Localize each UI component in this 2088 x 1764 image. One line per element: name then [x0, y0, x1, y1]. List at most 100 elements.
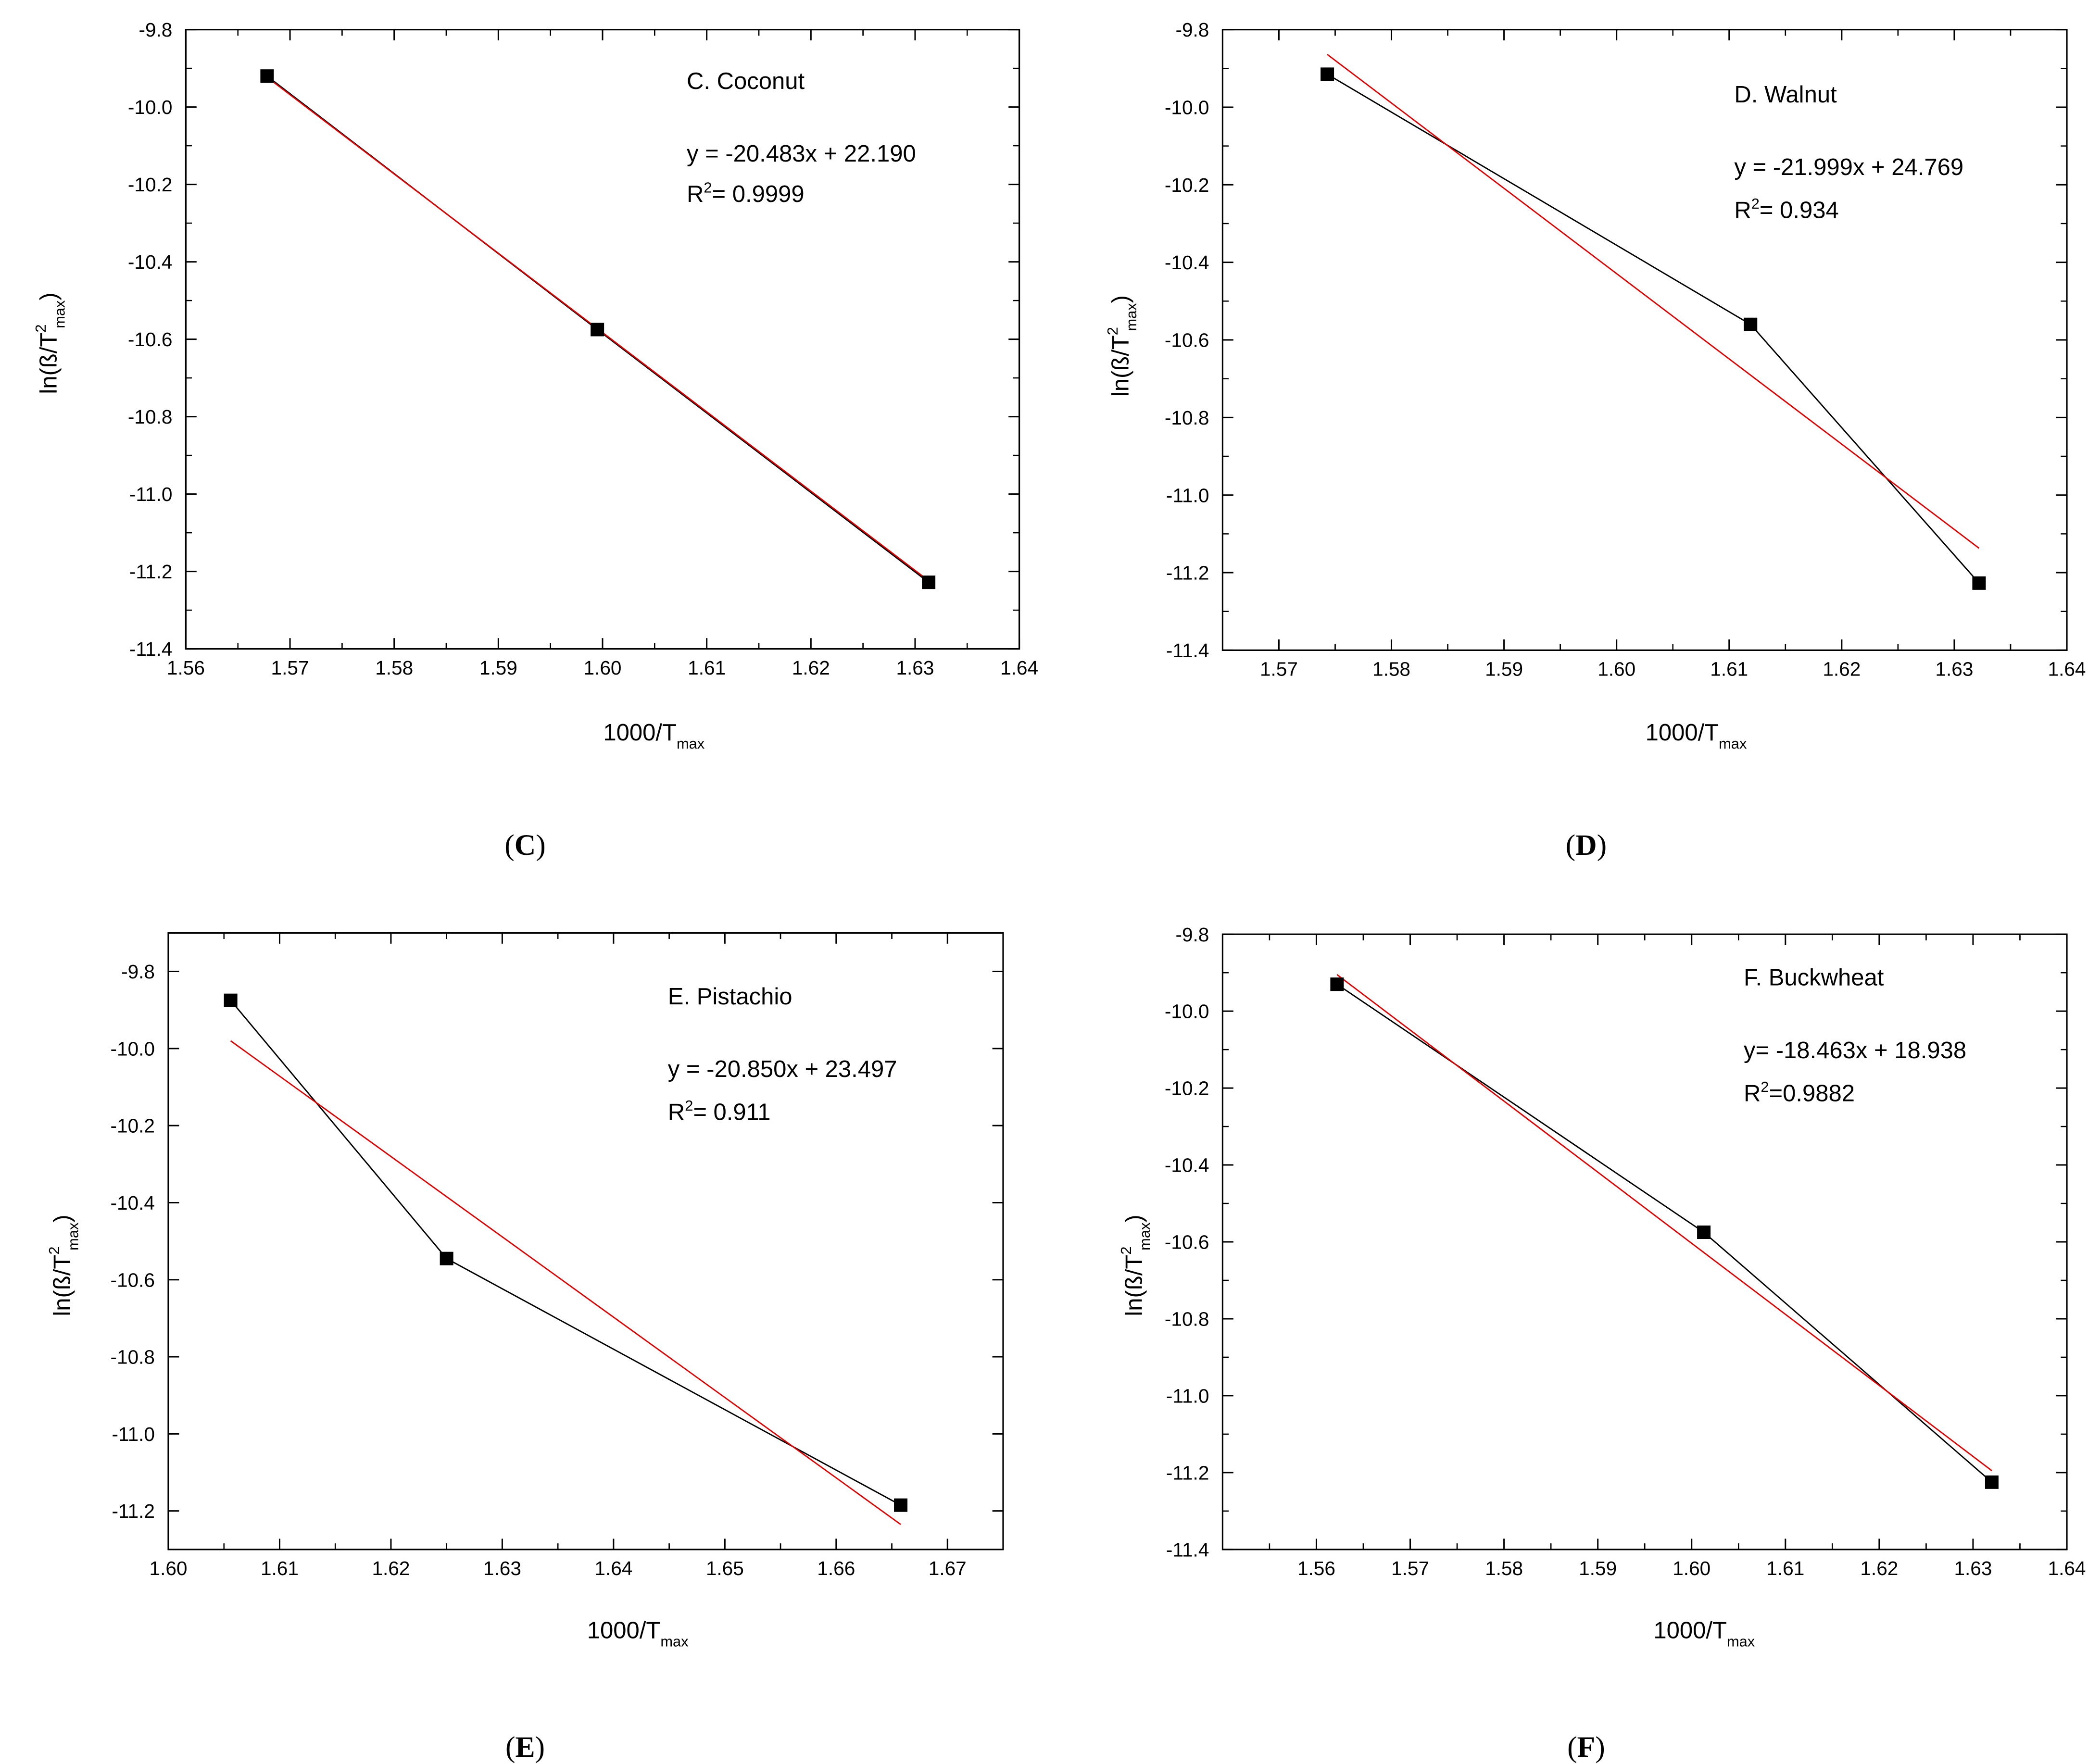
y-tick-label: -11.4: [129, 638, 172, 660]
y-axis-label: ln(ß/T2max): [46, 1214, 81, 1316]
y-tick-label: -10.0: [1165, 1001, 1209, 1023]
series-fit-line: [1327, 54, 1980, 549]
annotation-title: D. Walnut: [1734, 82, 1837, 108]
data-point-marker: [224, 993, 238, 1007]
data-point-marker: [922, 575, 936, 589]
data-point-marker: [440, 1251, 453, 1265]
x-tick-label: 1.64: [594, 1557, 632, 1579]
series-fit-line: [230, 1040, 901, 1525]
x-tick-label: 1.60: [150, 1557, 188, 1579]
plot-frame: [1221, 28, 2068, 651]
chart-panel-d: 1.57 1.58 1.59 1.60 1.61 1.62 1.63 1.64 -9.8 -10.…: [1104, 19, 2086, 862]
y-tick-label: -10.0: [111, 1038, 155, 1060]
x-tick-label: 1.63: [1935, 658, 1973, 680]
data-point-marker: [260, 69, 274, 83]
y-axis-label: ln(ß/T2max): [1118, 1214, 1153, 1316]
data-point-marker: [894, 1498, 908, 1512]
y-tick-label: -11.2: [112, 1500, 155, 1522]
data-point-marker: [1321, 67, 1334, 81]
annotation-title: E. Pistachio: [668, 984, 792, 1010]
data-point-marker: [1697, 1226, 1711, 1239]
plot-frame: [167, 932, 1004, 1551]
x-tick-label: 1.63: [483, 1557, 521, 1579]
x-axis-label: 1000/Tmax: [1653, 1618, 1755, 1650]
y-tick-label: -10.8: [1165, 407, 1209, 429]
x-axis-label: 1000/Tmax: [603, 720, 704, 752]
plot-frame: [1221, 933, 2068, 1551]
x-axis-label: 1000/Tmax: [1646, 720, 1747, 752]
y-tick-label: -10.8: [111, 1346, 155, 1368]
y-tick-label: -11.4: [1166, 1539, 1209, 1561]
data-point-marker: [1985, 1475, 1999, 1489]
x-tick-label: 1.61: [261, 1557, 299, 1579]
x-tick-label: 1.63: [1954, 1557, 1992, 1579]
y-tick-label: -11.2: [129, 561, 172, 583]
y-tick-label: -9.8: [121, 961, 155, 983]
annotation-r-squared: R2= 0.934: [1734, 195, 1838, 224]
x-tick-label: 1.59: [479, 657, 517, 679]
x-tick-label: 1.66: [817, 1557, 855, 1579]
data-point-marker: [1744, 317, 1758, 331]
y-tick-label: -10.8: [128, 406, 173, 428]
y-tick-label: -11.2: [1166, 1462, 1209, 1484]
y-tick-label: -10.2: [1165, 174, 1209, 196]
annotation-r-squared: R2= 0.9999: [687, 179, 805, 207]
y-tick-label: -11.0: [112, 1423, 155, 1445]
x-tick-label: 1.60: [584, 657, 622, 679]
y-axis-label: ln(ß/T2max): [1104, 295, 1140, 397]
y-tick-label: -9.8: [1175, 924, 1209, 946]
x-tick-label: 1.56: [1297, 1557, 1335, 1579]
annotation-equation: y= -18.463x + 18.938: [1744, 1038, 1966, 1063]
x-tick-label: 1.57: [1391, 1557, 1429, 1579]
x-tick-label: 1.60: [1597, 658, 1635, 680]
y-tick-label: -10.0: [1165, 97, 1209, 119]
y-tick-label: -11.0: [129, 483, 172, 505]
x-tick-label: 1.58: [375, 657, 413, 679]
x-tick-label: 1.58: [1372, 658, 1410, 680]
annotation-equation: y = -21.999x + 24.769: [1734, 154, 1963, 180]
y-tick-label: -10.4: [1165, 1154, 1209, 1176]
annotation-r-squared: R2=0.9882: [1744, 1078, 1855, 1107]
x-tick-label: 1.58: [1485, 1557, 1523, 1579]
y-tick-label: -10.6: [1165, 329, 1209, 351]
annotation-equation: y = -20.483x + 22.190: [687, 141, 916, 167]
annotation-r-squared: R2= 0.911: [668, 1097, 771, 1126]
y-tick-label: -10.6: [111, 1269, 155, 1291]
x-tick-label: 1.57: [271, 657, 309, 679]
x-tick-label: 1.61: [1766, 1557, 1804, 1579]
y-axis-label: ln(ß/T2max): [32, 292, 68, 394]
x-tick-label: 1.59: [1485, 658, 1523, 680]
y-tick-label: -9.8: [1175, 19, 1209, 41]
x-tick-label: 1.61: [688, 657, 726, 679]
x-tick-label: 1.61: [1710, 658, 1748, 680]
y-tick-label: -10.0: [128, 96, 173, 118]
panel-label: (E): [505, 1731, 545, 1764]
panel-label: (C): [504, 829, 546, 862]
chart-panel-f: 1.56 1.57 1.58 1.59 1.60 1.61 1.62 1.63 1.64 -9.8…: [1118, 924, 2086, 1764]
x-tick-label: 1.63: [896, 657, 934, 679]
annotation-title: F. Buckwheat: [1744, 965, 1884, 991]
y-tick-label: -11.2: [1166, 562, 1209, 584]
x-tick-label: 1.59: [1579, 1557, 1617, 1579]
annotation-title: C. Coconut: [687, 68, 805, 94]
x-tick-label: 1.60: [1673, 1557, 1711, 1579]
x-tick-label: 1.56: [167, 657, 205, 679]
x-tick-label: 1.62: [1860, 1557, 1898, 1579]
x-tick-label: 1.64: [2048, 1557, 2086, 1579]
x-axis-label: 1000/Tmax: [587, 1618, 689, 1650]
chart-panel-e: 1.60 1.61 1.62 1.63 1.64 1.65 1.66 1.67 -9.8 -10.…: [46, 932, 1004, 1764]
y-tick-label: -11.0: [1166, 484, 1209, 506]
y-tick-label: -10.4: [111, 1192, 155, 1214]
y-tick-label: -10.4: [128, 251, 173, 273]
data-point-marker: [1972, 576, 1986, 590]
y-tick-label: -11.4: [1166, 639, 1209, 662]
x-tick-label: 1.64: [1000, 657, 1038, 679]
series-data-line: [1327, 74, 1980, 584]
chart-panel-c: 1.56 1.57 1.58 1.59 1.60 1.61 1.62 1.63 1.64 -9.8…: [32, 19, 1038, 862]
panel-label: (F): [1567, 1731, 1605, 1764]
x-tick-label: 1.64: [2048, 658, 2086, 680]
series-fit-line: [1336, 974, 1992, 1471]
x-tick-label: 1.62: [372, 1557, 410, 1579]
y-tick-label: -11.0: [1166, 1385, 1209, 1407]
